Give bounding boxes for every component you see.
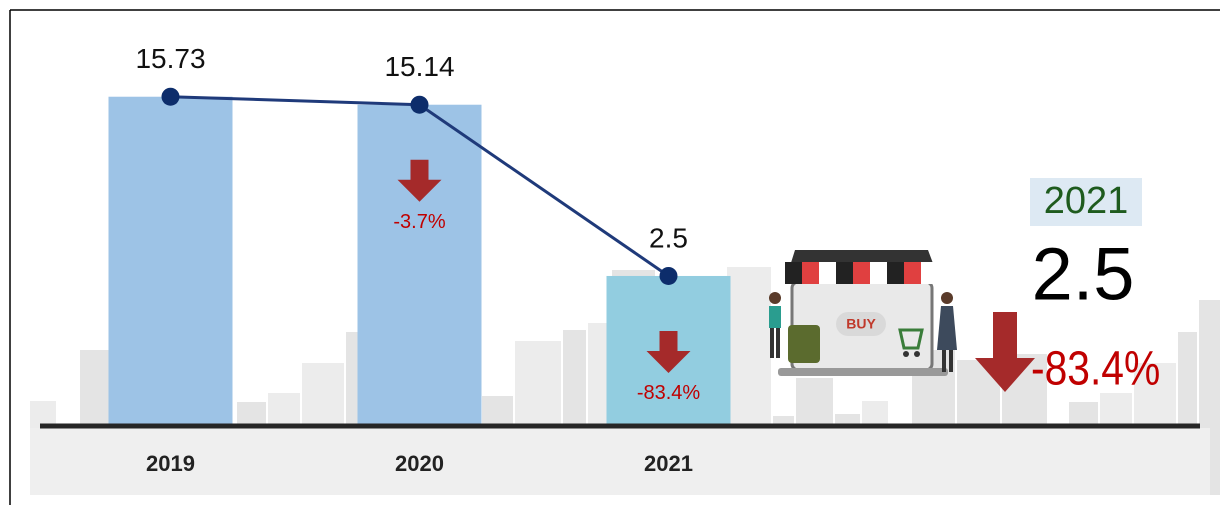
line-marker xyxy=(659,266,678,285)
highlight-arrow xyxy=(975,312,1035,392)
year-box xyxy=(1030,178,1142,226)
change-arrow xyxy=(646,330,691,373)
x-tick-label: 2020 xyxy=(395,451,444,476)
change-arrow xyxy=(397,159,442,202)
value-label: 15.14 xyxy=(384,51,454,82)
ground xyxy=(30,428,1210,495)
bar xyxy=(357,104,482,425)
value-label: 2.5 xyxy=(649,222,688,253)
plot-area: 15.73 2019 15.14 2020 2.5 2021 -3.7% -83.4% xyxy=(108,43,731,476)
awning xyxy=(785,250,940,284)
change-label: -3.7% xyxy=(393,211,445,233)
shop-illustration: BUY xyxy=(769,250,957,376)
highlight-change: -83.4% xyxy=(1031,343,1160,396)
highlight-year: 2021 xyxy=(1044,180,1129,222)
laptop-base xyxy=(778,368,948,376)
x-tick-label: 2019 xyxy=(146,451,195,476)
buy-button xyxy=(836,312,886,336)
buy-label: BUY xyxy=(846,316,876,332)
change-label: -83.4% xyxy=(637,382,701,404)
line-marker xyxy=(161,87,180,106)
cart xyxy=(898,328,924,357)
line-marker xyxy=(410,95,429,114)
bar xyxy=(108,96,233,425)
highlight-value: 2.5 xyxy=(1032,233,1135,316)
value-label: 15.73 xyxy=(135,43,205,74)
person-left xyxy=(769,292,781,358)
x-tick-label: 2021 xyxy=(644,451,693,476)
person-right xyxy=(937,292,957,372)
wallet xyxy=(788,325,820,363)
